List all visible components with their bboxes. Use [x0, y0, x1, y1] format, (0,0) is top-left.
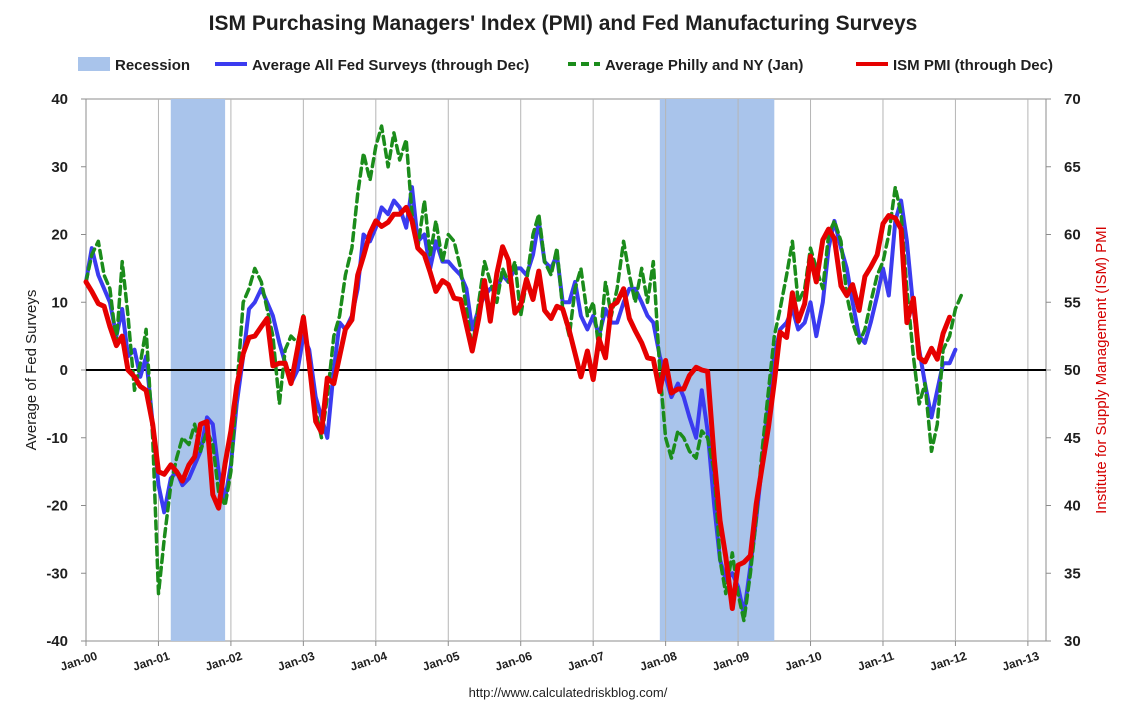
series-lines	[83, 124, 963, 623]
x-tick-label: Jan-07	[566, 649, 607, 674]
legend-item-3: Average Philly and NY (Jan)	[568, 57, 803, 74]
y-tick-label-left: -20	[46, 498, 68, 515]
y-axis-label-right: Institute for Supply Management (ISM) PM…	[1093, 226, 1110, 514]
y-tick-label-left: 30	[51, 159, 68, 176]
x-tick-label: Jan-02	[203, 649, 244, 674]
x-tick-label: Jan-08	[638, 649, 679, 674]
legend-label: Recession	[115, 57, 190, 74]
y-tick-label-right: 55	[1064, 294, 1081, 311]
y-tick-label-right: 45	[1064, 430, 1081, 447]
x-tick-label: Jan-03	[276, 649, 317, 674]
x-tick-label: Jan-13	[1000, 649, 1041, 674]
y-tick-label-right: 40	[1064, 498, 1081, 515]
y-tick-label-right: 65	[1064, 159, 1081, 176]
y-tick-label-left: -10	[46, 430, 68, 447]
y-tick-label-right: 60	[1064, 227, 1081, 244]
x-ticks: Jan-00 Jan-01 Jan-02 Jan-03 Jan-04 Jan-05 Jan-…	[59, 641, 1041, 674]
legend-item-2: Average All Fed Surveys (through Dec)	[215, 57, 529, 74]
y-axis-label-left: Average of Fed Surveys	[23, 290, 40, 451]
y-tick-label-right: 50	[1064, 362, 1081, 379]
y-ticks-right: 30 35 40 45 50 55 60 65 70	[1046, 91, 1081, 650]
legend-label: Average All Fed Surveys (through Dec)	[252, 57, 529, 74]
y-tick-label-left: 0	[60, 362, 68, 379]
legend-label: ISM PMI (through Dec)	[893, 57, 1053, 74]
y-ticks-left: -40 -30 -20 -10 0 10 20 30 40	[46, 91, 86, 650]
source-url: http://www.calculatedriskblog.com/	[469, 685, 668, 700]
y-tick-label-right: 70	[1064, 91, 1081, 108]
legend: Recession Average All Fed Surveys (throug…	[78, 57, 1053, 74]
y-tick-label-left: -40	[46, 633, 68, 650]
x-tick-label: Jan-00	[59, 649, 100, 674]
legend-label: Average Philly and NY (Jan)	[605, 57, 803, 74]
legend-swatch	[78, 57, 110, 71]
y-tick-label-left: 10	[51, 294, 68, 311]
x-tick-label: Jan-06	[493, 649, 534, 674]
series-line-3	[83, 204, 953, 611]
x-tick-label: Jan-05	[421, 649, 462, 674]
y-tick-label-left: 40	[51, 91, 68, 108]
y-tick-label-right: 35	[1064, 565, 1081, 582]
x-tick-label: Jan-09	[711, 649, 752, 674]
y-tick-label-left: -30	[46, 565, 68, 582]
legend-item-4: ISM PMI (through Dec)	[856, 57, 1053, 74]
x-tick-label: Jan-11	[856, 649, 896, 674]
legend-item-1: Recession	[78, 57, 190, 74]
x-tick-label: Jan-10	[783, 649, 824, 674]
x-tick-label: Jan-12	[928, 649, 969, 674]
y-tick-label-right: 30	[1064, 633, 1081, 650]
chart-title: ISM Purchasing Managers' Index (PMI) and…	[209, 12, 918, 35]
y-tick-label-left: 20	[51, 227, 68, 244]
x-tick-label: Jan-01	[131, 649, 172, 674]
x-tick-label: Jan-04	[348, 649, 389, 674]
